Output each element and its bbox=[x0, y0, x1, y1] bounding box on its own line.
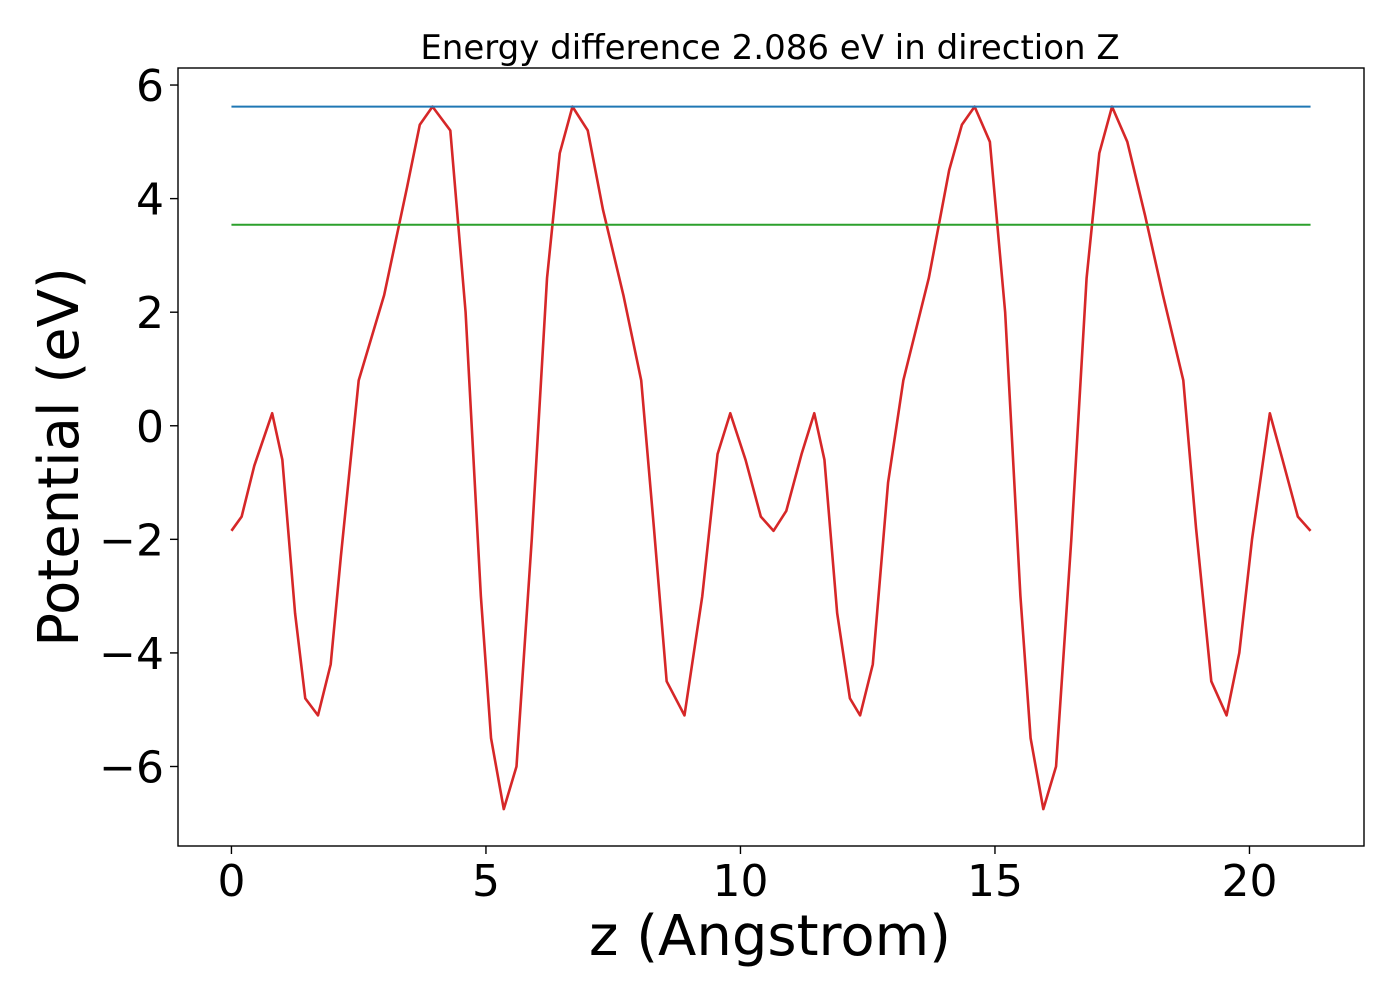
x-axis-label: z (Angstrom) bbox=[589, 904, 951, 969]
x-tick-label: 5 bbox=[472, 856, 500, 907]
potential-line bbox=[230, 105, 1312, 811]
y-axis-ticks: −6 −4 −2 0 2 4 6 bbox=[99, 61, 178, 793]
x-axis-ticks: 0 5 10 15 20 bbox=[217, 846, 1277, 907]
y-tick-label: −4 bbox=[99, 629, 164, 680]
y-tick-label: 0 bbox=[136, 402, 164, 453]
x-tick-label: 20 bbox=[1221, 856, 1277, 907]
series-layer bbox=[230, 105, 1312, 811]
y-tick-label: 6 bbox=[136, 61, 164, 112]
y-tick-label: −6 bbox=[99, 742, 164, 793]
y-tick-label: −2 bbox=[99, 515, 164, 566]
x-tick-label: 0 bbox=[217, 856, 245, 907]
y-axis-label: Potential (eV) bbox=[27, 267, 92, 647]
x-tick-label: 15 bbox=[967, 856, 1023, 907]
plot-frame bbox=[177, 67, 1365, 847]
y-tick-label: 4 bbox=[136, 175, 164, 226]
x-tick-label: 10 bbox=[712, 856, 768, 907]
y-tick-label: 2 bbox=[136, 288, 164, 339]
chart-title: Energy difference 2.086 eV in direction … bbox=[420, 28, 1119, 68]
